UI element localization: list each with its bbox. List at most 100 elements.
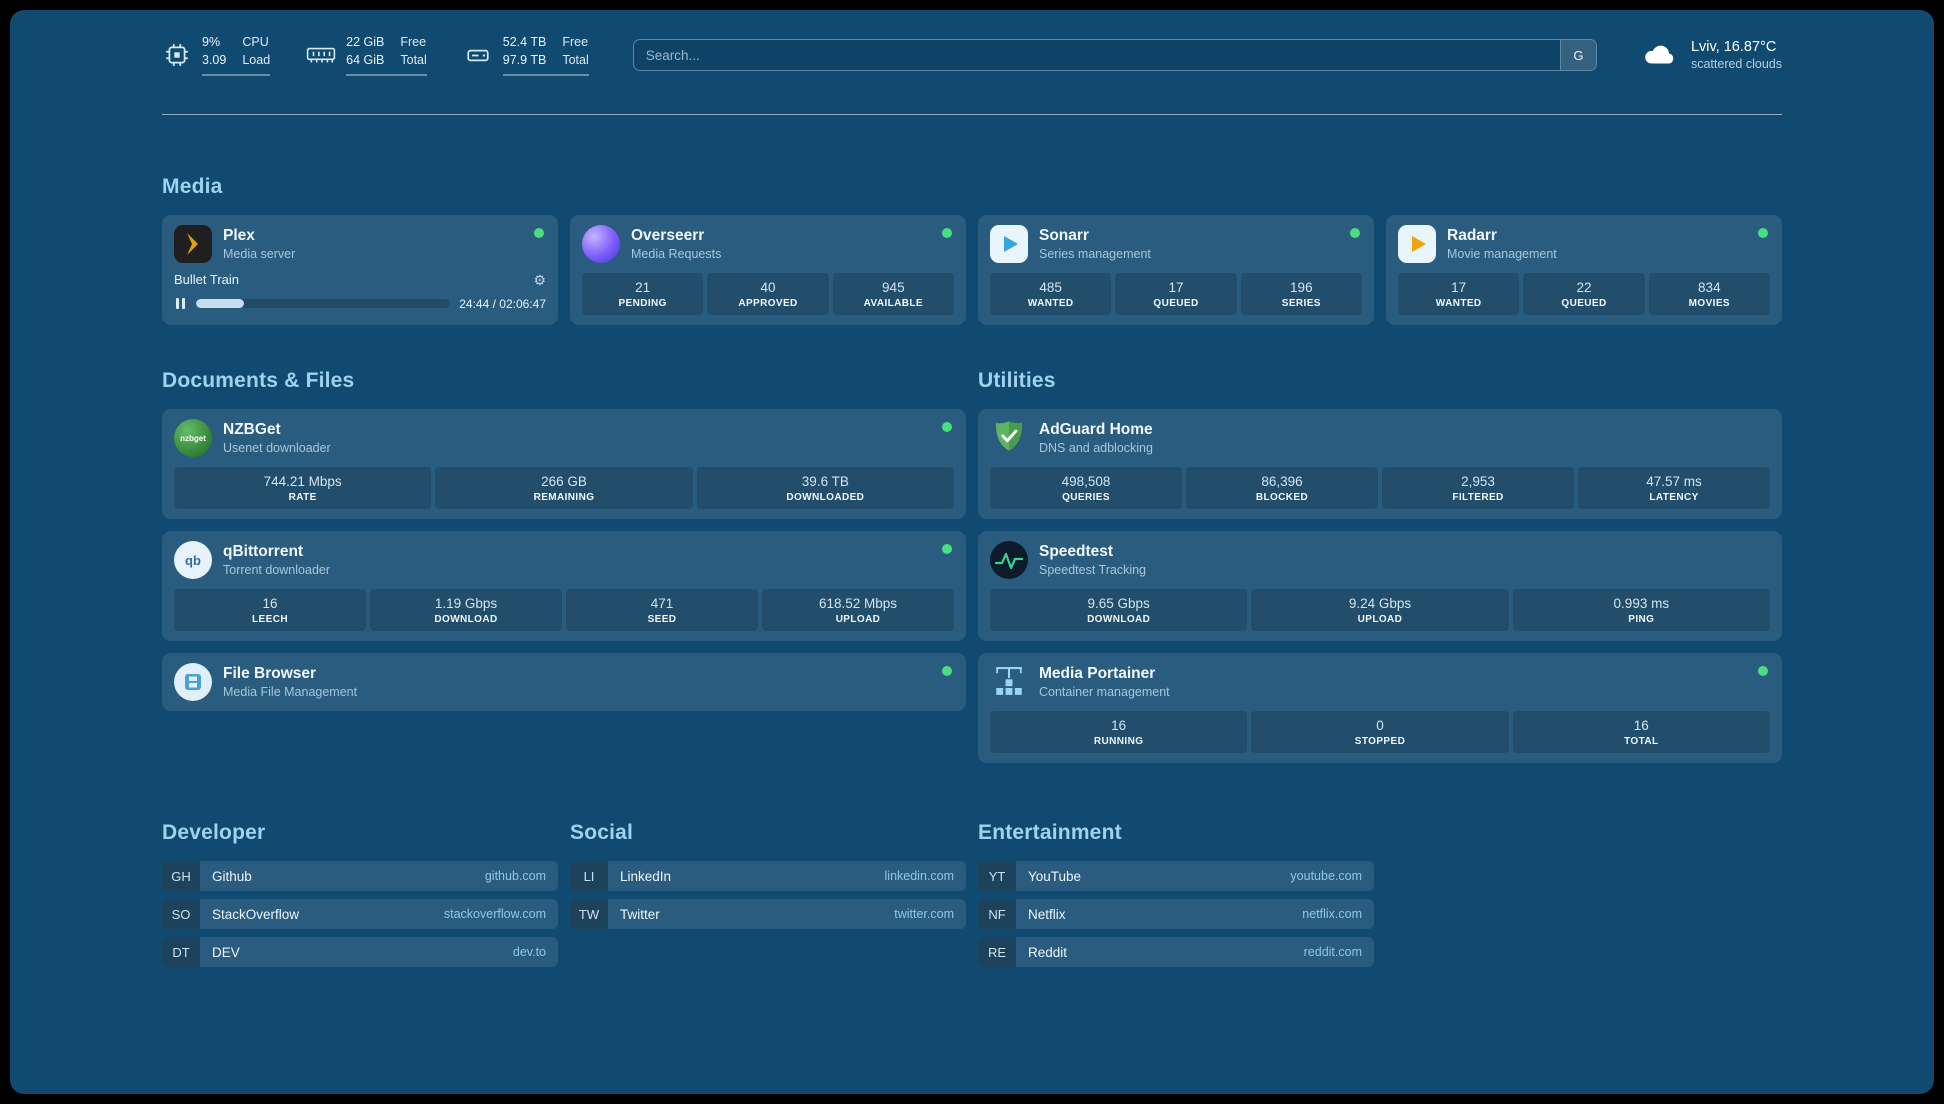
bookmark-abbr: YT	[978, 861, 1016, 891]
bookmark-link[interactable]: DT DEV dev.to	[162, 937, 558, 967]
playback-time: 24:44 / 02:06:47	[459, 296, 546, 311]
stat-value: 9.24 Gbps	[1348, 596, 1412, 611]
stat-value: 16	[1633, 718, 1649, 733]
service-stats: 744.21 Mbps RATE 266 GB REMAINING 39.6 T…	[174, 467, 954, 509]
bookmark-link[interactable]: GH Github github.com	[162, 861, 558, 891]
bookmark-link[interactable]: RE Reddit reddit.com	[978, 937, 1374, 967]
stat-label: QUERIES	[1062, 492, 1110, 503]
stat-value: 0.993 ms	[1613, 596, 1670, 611]
service-card-plex[interactable]: Plex Media server Bullet Train	[162, 215, 558, 325]
qbittorrent-icon: qb	[174, 541, 212, 579]
section-title-entertainment: Entertainment	[978, 821, 1122, 844]
stat-block: 498,508 QUERIES	[990, 467, 1182, 509]
memory-total-value: 64 GiB	[346, 52, 385, 67]
bookmark-link[interactable]: SO StackOverflow stackoverflow.com	[162, 899, 558, 929]
service-name: AdGuard Home	[1039, 421, 1153, 438]
stat-value: 485	[1039, 280, 1062, 295]
stat-label: PING	[1628, 614, 1655, 625]
playback-progress-bar	[196, 299, 451, 308]
playback-progress-fill	[196, 299, 245, 308]
service-name: NZBGet	[223, 421, 281, 438]
disk-free-label: Free	[562, 35, 589, 49]
stat-value: 47.57 ms	[1646, 474, 1702, 489]
stat-value: 39.6 TB	[801, 474, 849, 489]
stat-block: 17 WANTED	[1398, 273, 1520, 315]
now-playing-title: Bullet Train	[174, 272, 240, 287]
service-name: Overseerr	[631, 227, 705, 244]
pause-button[interactable]	[174, 295, 187, 312]
search-provider-button[interactable]: G	[1559, 40, 1596, 70]
service-card-portainer[interactable]: Media Portainer Container management 16 …	[978, 653, 1782, 763]
stat-label: WANTED	[1435, 298, 1482, 309]
bookmark-link[interactable]: LI LinkedIn linkedin.com	[570, 861, 966, 891]
service-card-filebrowser[interactable]: File Browser Media File Management	[162, 653, 966, 711]
bookmark-abbr: GH	[162, 861, 200, 891]
bookmark-list: LI LinkedIn linkedin.com TW Twitter twit…	[570, 861, 966, 929]
stat-block: 9.24 Gbps UPLOAD	[1251, 589, 1509, 631]
bookmark-url: youtube.com	[1290, 869, 1362, 883]
bookmark-link[interactable]: TW Twitter twitter.com	[570, 899, 966, 929]
service-subtitle: Speedtest Tracking	[1039, 563, 1147, 577]
search-input[interactable]	[633, 40, 1560, 70]
section-title-documents: Documents & Files	[162, 369, 355, 392]
service-subtitle: Media Requests	[631, 247, 722, 261]
search-bar: G	[632, 39, 1597, 71]
service-card-overseerr[interactable]: Overseerr Media Requests 21 PENDING 40 A…	[570, 215, 966, 325]
stat-block: 834 MOVIES	[1648, 273, 1770, 315]
service-card-radarr[interactable]: Radarr Movie management 17 WANTED 22 QUE…	[1386, 215, 1782, 325]
status-online-dot	[534, 228, 544, 238]
settings-gear-icon[interactable]	[533, 273, 546, 287]
disk-icon	[463, 40, 493, 70]
service-stats: 16 LEECH 1.19 Gbps DOWNLOAD 471 SEED 618…	[174, 589, 954, 631]
stat-label: WANTED	[1027, 298, 1074, 309]
stat-label: UPLOAD	[1357, 614, 1403, 625]
cpu-load-value: 3.09	[202, 52, 227, 67]
cpu-widget: 9% 3.09 CPU Load	[162, 34, 271, 76]
stat-label: FILTERED	[1452, 492, 1504, 503]
stat-label: SEED	[647, 614, 677, 625]
bookmark-name: Reddit	[1028, 944, 1068, 960]
section-title-media: Media	[162, 175, 223, 198]
service-subtitle: Media File Management	[223, 685, 358, 699]
cpu-load-label: Load	[242, 52, 271, 67]
stat-label: QUEUED	[1153, 298, 1199, 309]
stat-block: 744.21 Mbps RATE	[174, 467, 432, 509]
stat-value: 17	[1168, 280, 1184, 295]
stat-block: 40 APPROVED	[707, 273, 829, 315]
status-online-dot	[1758, 228, 1768, 238]
stat-value: 744.21 Mbps	[263, 474, 342, 489]
service-card-sonarr[interactable]: Sonarr Series management 485 WANTED 17 Q…	[978, 215, 1374, 325]
stat-label: STOPPED	[1354, 736, 1406, 747]
bookmark-link[interactable]: YT YouTube youtube.com	[978, 861, 1374, 891]
service-card-qbittorrent[interactable]: qb qBittorrent Torrent downloader 16 LEE…	[162, 531, 966, 641]
service-card-nzbget[interactable]: nzbget NZBGet Usenet downloader 744.21 M…	[162, 409, 966, 519]
service-stats: 21 PENDING 40 APPROVED 945 AVAILABLE	[582, 273, 954, 315]
stat-label: RATE	[288, 492, 317, 503]
bookmark-list: GH Github github.com SO StackOverflow st…	[162, 861, 558, 967]
stat-block: 2,953 FILTERED	[1382, 467, 1574, 509]
stat-block: 485 WANTED	[990, 273, 1112, 315]
status-online-dot	[1758, 666, 1768, 676]
status-online-dot	[942, 422, 952, 432]
cpu-icon	[162, 40, 192, 70]
stat-label: AVAILABLE	[863, 298, 923, 309]
stat-value: 945	[882, 280, 905, 295]
section-title-social: Social	[570, 821, 634, 844]
cloud-icon	[1641, 40, 1679, 71]
bookmark-link[interactable]: NF Netflix netflix.com	[978, 899, 1374, 929]
bookmark-abbr: RE	[978, 937, 1016, 967]
stat-value: 9.65 Gbps	[1087, 596, 1150, 611]
stat-block: 471 SEED	[566, 589, 758, 631]
stat-label: BLOCKED	[1255, 492, 1309, 503]
memory-total-label: Total	[400, 52, 427, 67]
service-stats: 498,508 QUERIES 86,396 BLOCKED 2,953 FIL…	[990, 467, 1770, 509]
status-online-dot	[942, 228, 952, 238]
bookmark-url: reddit.com	[1303, 945, 1362, 959]
service-subtitle: Torrent downloader	[223, 563, 331, 577]
bookmark-abbr: LI	[570, 861, 608, 891]
stat-label: DOWNLOAD	[1087, 614, 1151, 625]
service-card-adguard[interactable]: AdGuard Home DNS and adblocking 498,508 …	[978, 409, 1782, 519]
stat-value: 0	[1376, 718, 1384, 733]
service-name: Plex	[223, 227, 255, 244]
service-card-speedtest[interactable]: Speedtest Speedtest Tracking 9.65 Gbps D…	[978, 531, 1782, 641]
